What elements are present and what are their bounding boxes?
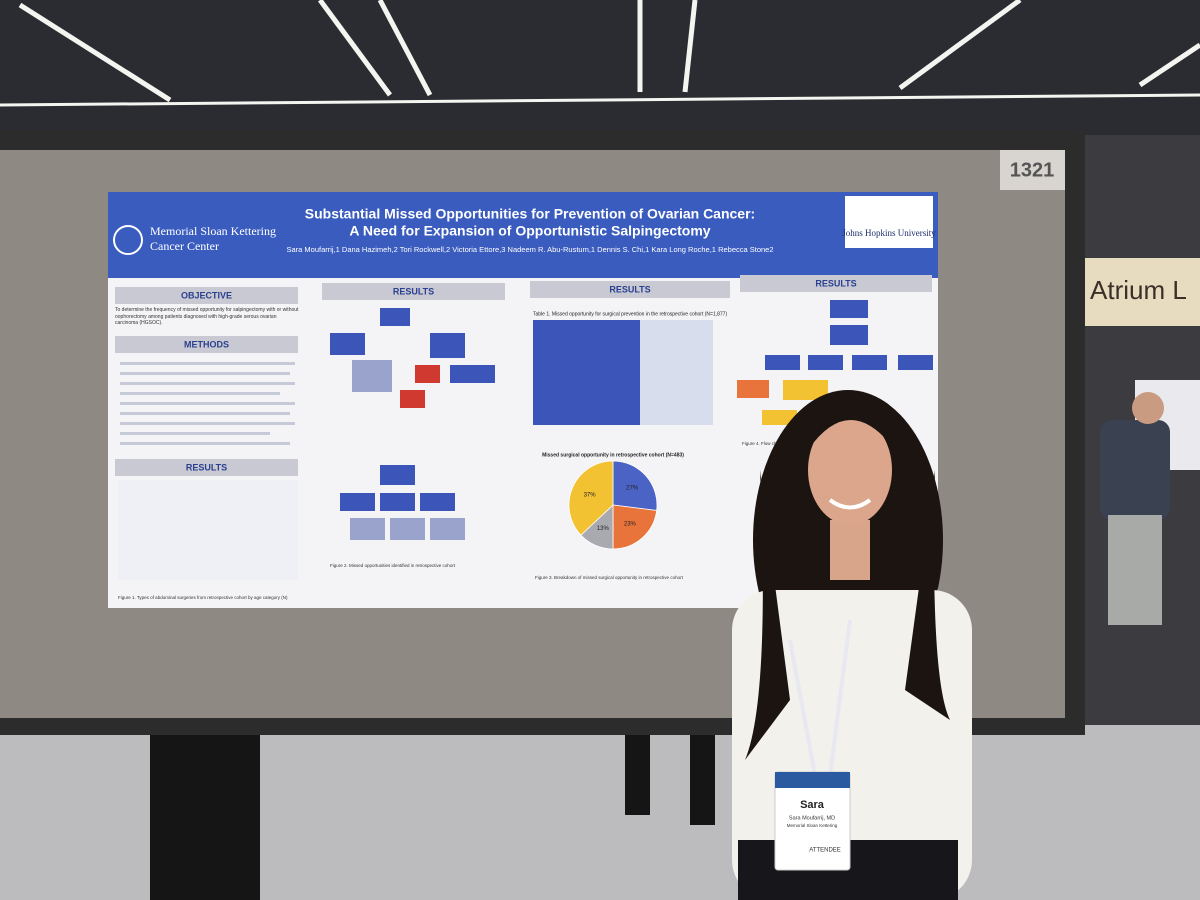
pie-slice [612, 460, 658, 511]
section-header-bar [115, 287, 298, 304]
section-header: RESULTS [393, 286, 434, 296]
section-headers: OBJECTIVE METHODS RESULTS RESULTS RESULTS RES… [115, 275, 932, 476]
pie-label: 13% [597, 526, 610, 532]
badge-org: Memorial Sloan Kettering [787, 823, 838, 828]
section-header: OBJECTIVE [181, 290, 232, 300]
objective-box: To determine the frequency of missed opp… [115, 307, 299, 326]
flowchart-right [737, 300, 933, 425]
pie-label: 23% [624, 522, 637, 528]
pie-label: 37% [584, 492, 597, 498]
msk-logo-mark [113, 225, 143, 255]
pie-chart: 27% 23% 13% 37% [568, 460, 658, 550]
caption-1: Figure 1. Types of abdominal surgeries f… [118, 595, 288, 600]
section-header: METHODS [184, 339, 229, 349]
number-plate [1000, 150, 1065, 190]
badge-band [775, 772, 850, 788]
caption-4: Figure 4. Flow chart of [742, 441, 788, 446]
ceiling [0, 0, 1200, 135]
section-header-bar [740, 275, 932, 292]
figure-1-area [118, 480, 298, 580]
section-header: RESULTS [815, 278, 856, 288]
logo-left-line2: Cancer Center [150, 239, 219, 253]
objective-text: To determine the frequency of missed opp… [115, 307, 299, 326]
caption-3: Figure 3. Breakdown of missed surgical o… [535, 575, 684, 580]
presenter [732, 390, 972, 900]
badge-name: Sara [800, 799, 825, 811]
booth-number: 1321 [1010, 159, 1055, 181]
logo-left-line1: Memorial Sloan Kettering [150, 224, 276, 238]
section-header: RESULTS [609, 284, 650, 294]
poster-title: Substantial Missed Opportunities for Pre… [305, 206, 755, 222]
table-values-column [640, 320, 713, 425]
section-header-bar [530, 281, 730, 298]
caption-2: Figure 2. Missed opportunities identifie… [330, 563, 456, 568]
section-header: RESULTS [186, 462, 227, 472]
pie-title: Missed surgical opportunity in retrospec… [542, 452, 684, 458]
sign-text: Atrium L [1090, 275, 1187, 305]
section-header-bar [115, 459, 298, 476]
poster-header [108, 192, 938, 278]
poster-authors: Sara Moufarrij,1 Dana Hazimeh,2 Tori Roc… [286, 245, 773, 254]
table-caption: Table 1. Missed opportunity for surgical… [533, 311, 727, 317]
badge-full-name: Sara Moufarrij, MD [789, 815, 835, 821]
pie-slice [568, 460, 614, 536]
ceiling-lights [0, 0, 1200, 107]
poster-subtitle: A Need for Expansion of Opportunistic Sa… [349, 223, 710, 239]
sign [1085, 258, 1200, 326]
logo-box [845, 196, 933, 248]
pie-slice [612, 504, 658, 550]
methods-text-lines [120, 362, 295, 445]
pie-label: 27% [626, 486, 639, 492]
section-header-bar [322, 283, 505, 300]
bystander [1100, 392, 1170, 625]
logo-right: Johns Hopkins University [842, 228, 936, 238]
legs [150, 735, 715, 900]
badge-role: ATTENDEE [809, 848, 841, 854]
flowchart [330, 308, 495, 540]
section-header-bar [115, 336, 298, 353]
